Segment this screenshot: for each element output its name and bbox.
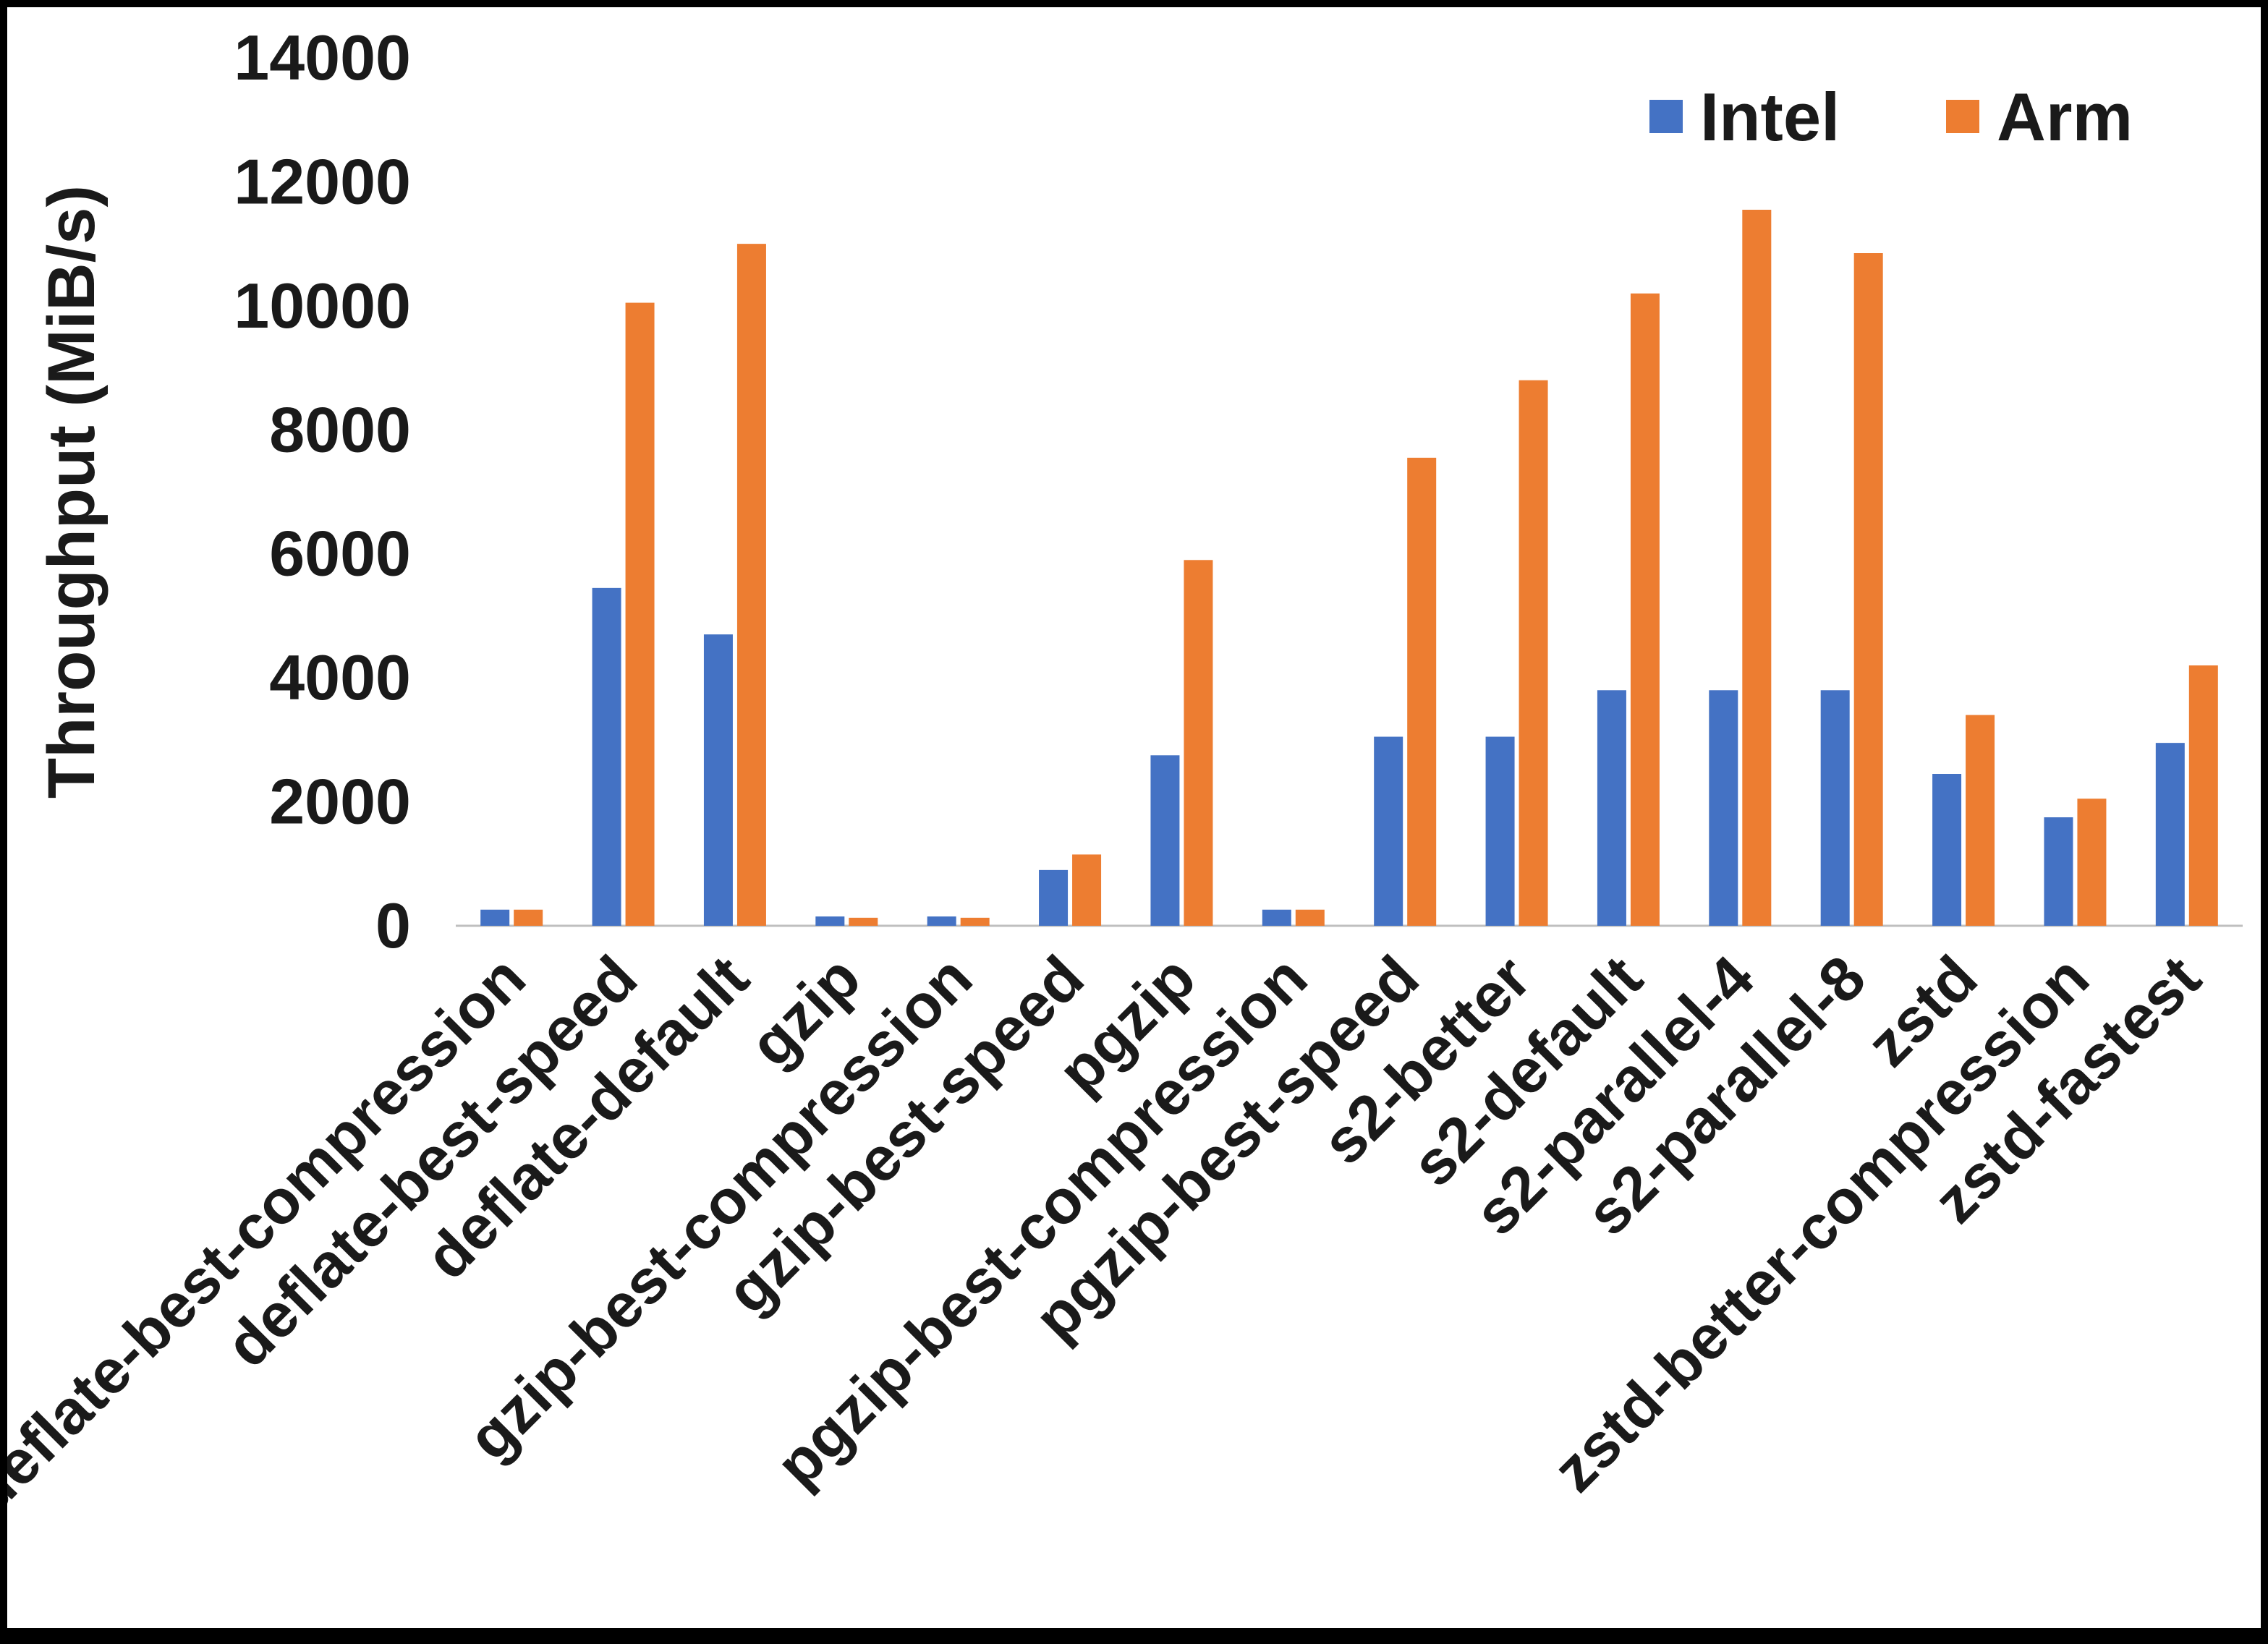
legend-swatch-intel — [1649, 100, 1683, 133]
bar-intel — [1597, 690, 1626, 926]
bar-arm — [1072, 854, 1102, 926]
bar-arm — [960, 917, 990, 926]
bar-intel — [815, 916, 845, 926]
bar-arm — [1184, 560, 1213, 926]
bar-arm — [849, 917, 878, 926]
legend-label-arm: Arm — [1997, 79, 2133, 155]
y-axis-tick-label: 4000 — [269, 642, 411, 713]
bar-arm — [1742, 210, 1772, 926]
y-axis-tick-label: 0 — [375, 890, 411, 961]
y-axis-tick-label: 8000 — [269, 393, 411, 465]
bar-arm — [625, 302, 655, 927]
y-axis-tick-label: 14000 — [234, 22, 411, 93]
bar-arm — [1630, 293, 1660, 926]
bar-arm — [1519, 380, 1548, 926]
bar-intel — [1709, 690, 1738, 926]
bar-intel — [703, 634, 733, 926]
bar-intel — [1039, 869, 1069, 926]
legend-label-intel: Intel — [1700, 79, 1840, 155]
bar-intel — [1150, 755, 1180, 926]
bar-arm — [736, 244, 766, 927]
bar-intel — [480, 909, 510, 926]
bar-arm — [1966, 715, 1995, 926]
bar-intel — [1374, 736, 1403, 926]
legend-swatch-arm — [1946, 100, 1979, 133]
bar-intel — [2155, 743, 2185, 926]
throughput-bar-chart: 02000400060008000100001200014000deflate-… — [7, 22, 2243, 1527]
bar-intel — [927, 916, 956, 926]
bar-intel — [1262, 909, 1291, 926]
y-axis-tick-label: 12000 — [234, 145, 411, 217]
bar-arm — [514, 909, 543, 926]
bar-arm — [2077, 798, 2107, 926]
y-axis-title: Throughput (MiB/s) — [35, 185, 109, 798]
bar-arm — [1407, 457, 1437, 926]
y-axis-tick-label: 10000 — [234, 270, 411, 341]
bar-intel — [1932, 774, 1962, 926]
bar-intel — [592, 587, 621, 926]
bar-intel — [1485, 736, 1515, 926]
y-axis-tick-label: 6000 — [269, 518, 411, 589]
bar-intel — [1820, 690, 1850, 926]
bar-arm — [1853, 253, 1883, 926]
bar-intel — [2044, 817, 2073, 926]
y-axis-tick-label: 2000 — [269, 766, 411, 838]
bar-arm — [1295, 909, 1325, 926]
bar-arm — [2188, 665, 2218, 926]
